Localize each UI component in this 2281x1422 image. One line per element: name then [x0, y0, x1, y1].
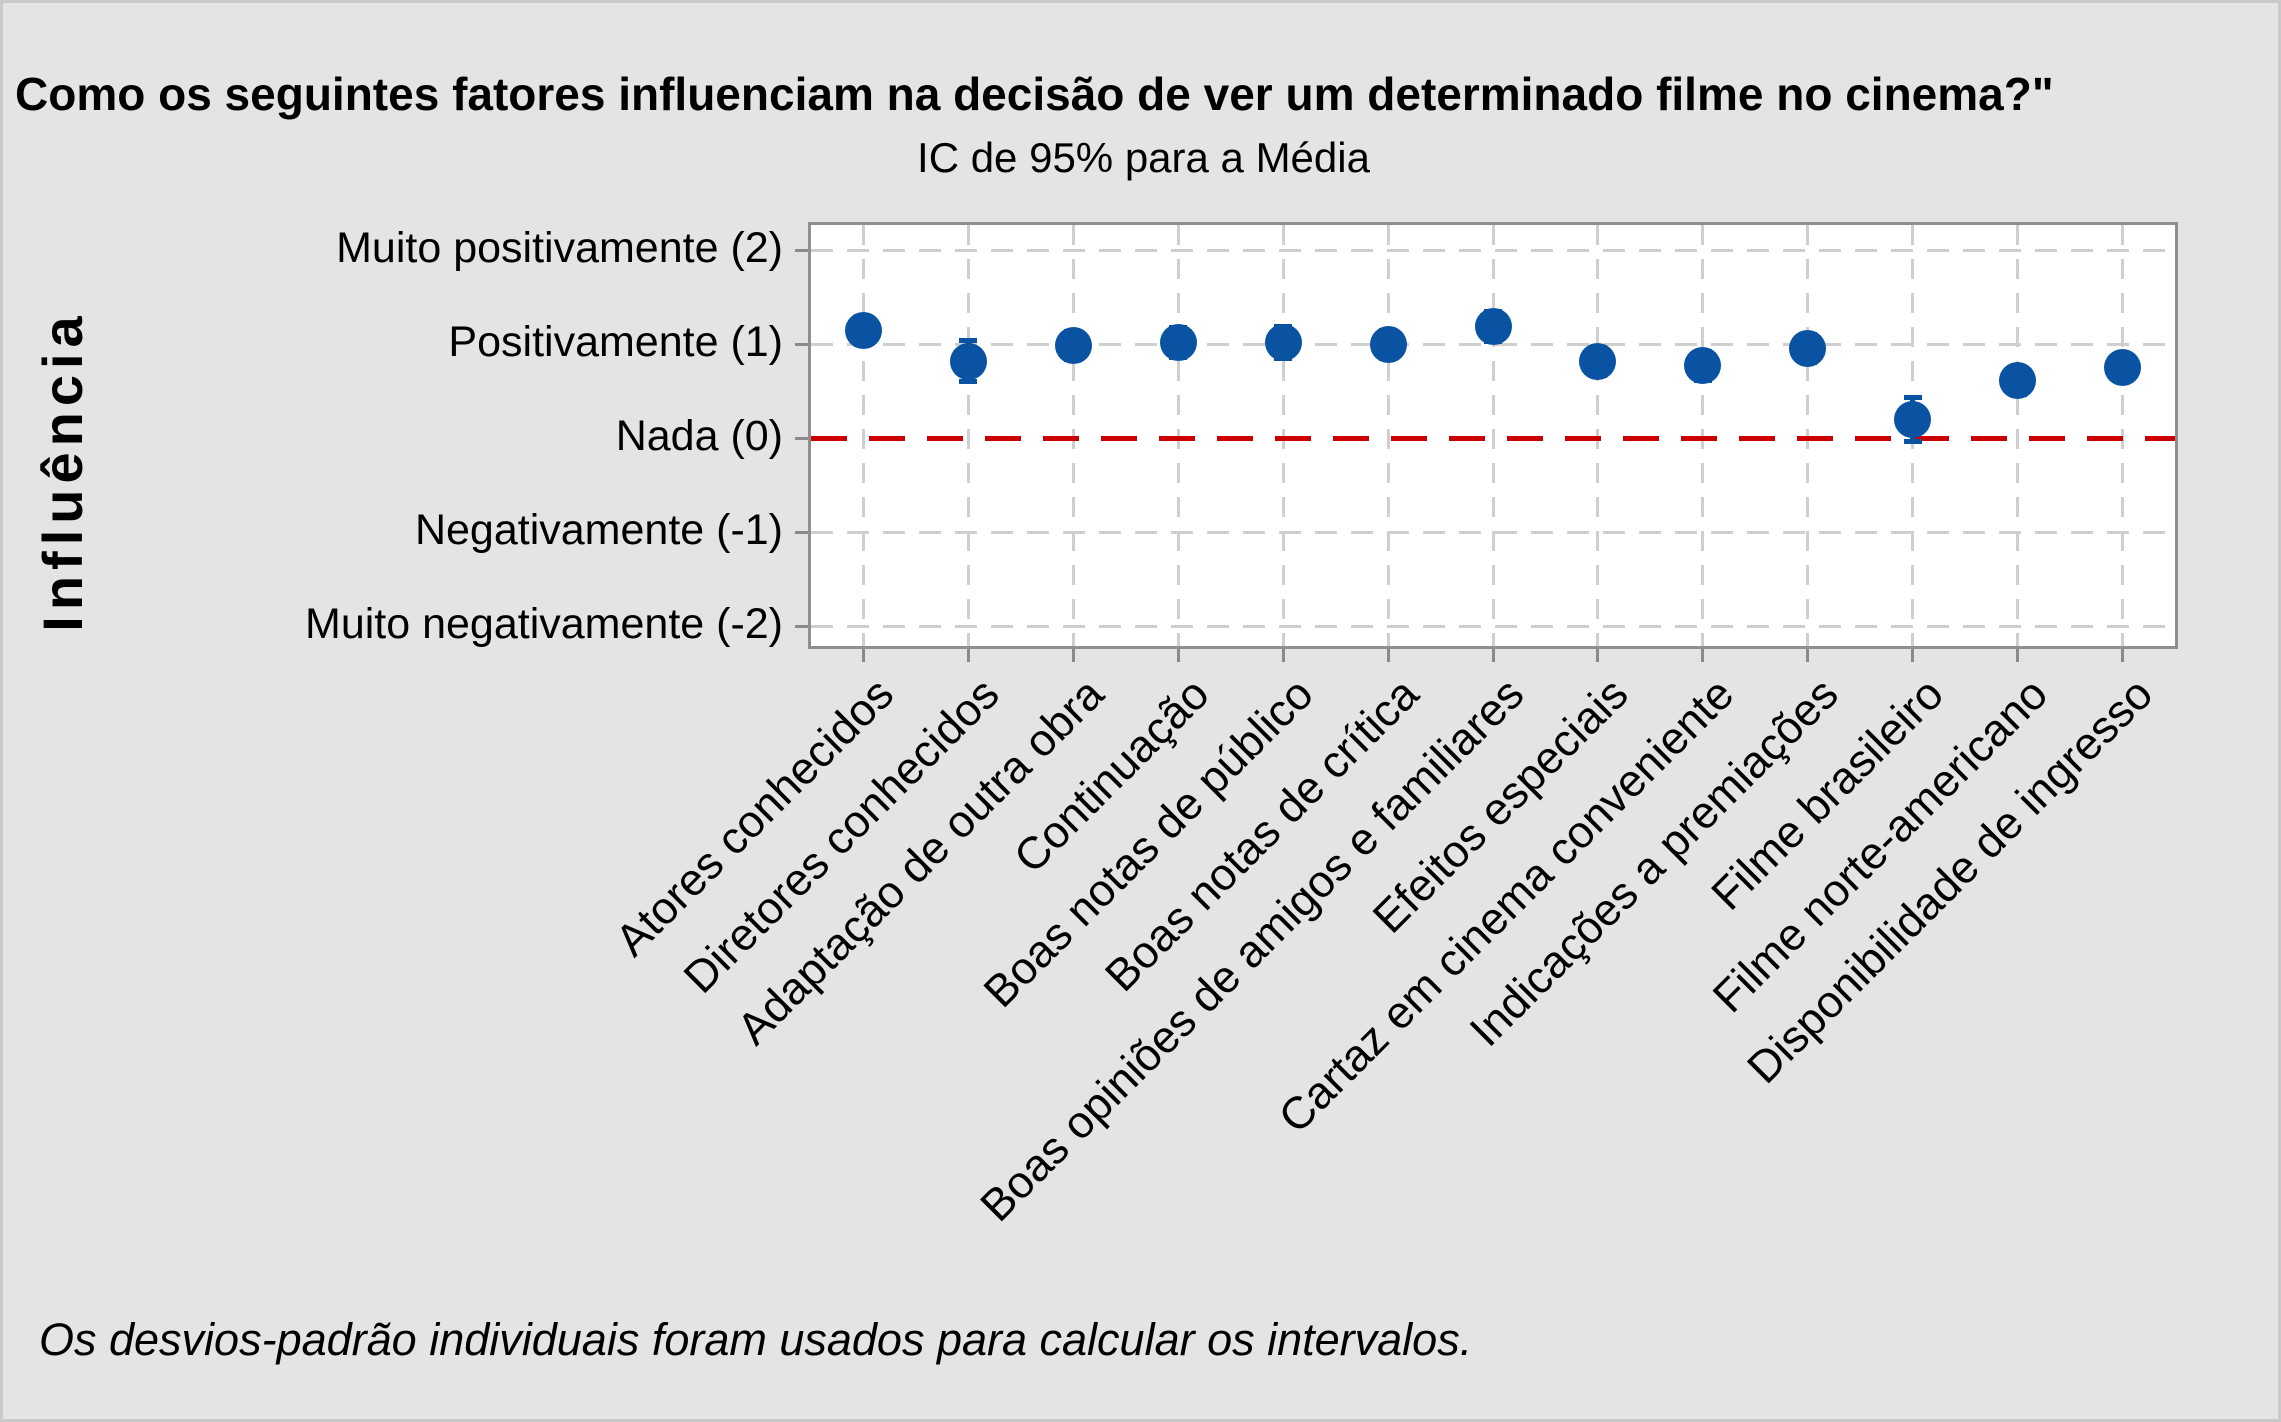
mean-point: [1684, 347, 1722, 385]
mean-point: [2104, 349, 2142, 387]
y-gridline: [811, 248, 2175, 252]
error-bar-cap-bottom: [959, 379, 978, 385]
y-tick-label: Muito positivamente (2): [336, 224, 783, 273]
y-axis-tick: [795, 530, 811, 534]
mean-point: [1054, 326, 1092, 364]
error-bar-cap-top: [959, 338, 978, 344]
x-axis-tick: [861, 646, 865, 662]
x-axis-tick: [2121, 646, 2125, 662]
y-tick-label: Muito negativamente (-2): [305, 600, 783, 649]
x-gridline: [1701, 225, 1705, 646]
x-axis-tick: [1806, 646, 1810, 662]
x-axis-tick: [966, 646, 970, 662]
x-gridline: [1491, 225, 1495, 646]
x-axis-tick: [1386, 646, 1390, 662]
x-axis-tick: [1071, 646, 1075, 662]
x-gridline: [2016, 225, 2020, 646]
mean-point: [1264, 323, 1302, 361]
y-tick-label: Negativamente (-1): [414, 506, 783, 555]
x-axis-tick: [1176, 646, 1180, 662]
y-axis-tick: [795, 248, 811, 252]
x-gridline: [2121, 225, 2125, 646]
x-gridline: [1596, 225, 1600, 646]
mean-point: [1894, 401, 1932, 439]
y-gridline: [811, 530, 2175, 534]
mean-point: [949, 342, 987, 380]
error-bar-cap-bottom: [1903, 438, 1922, 444]
x-gridline: [1386, 225, 1390, 646]
plot-area: [808, 222, 2178, 649]
x-gridline: [1281, 225, 1285, 646]
y-tick-label: Nada (0): [615, 412, 783, 461]
chart-subtitle: IC de 95% para a Média: [917, 134, 1370, 181]
mean-point: [1159, 323, 1197, 361]
chart-footnote: Os desvios-padrão individuais foram usad…: [39, 1314, 1473, 1365]
x-axis-tick: [1701, 646, 1705, 662]
x-gridline: [1806, 225, 1810, 646]
x-axis-tick: [1911, 646, 1915, 662]
y-gridline: [811, 624, 2175, 628]
y-axis-tick: [795, 624, 811, 628]
mean-point: [1474, 307, 1512, 345]
mean-point: [844, 311, 882, 349]
mean-point: [1789, 329, 1827, 367]
y-tick-label: Positivamente (1): [448, 318, 783, 367]
x-gridline: [861, 225, 865, 646]
y-axis-tick: [795, 342, 811, 346]
mean-point: [1369, 325, 1407, 363]
x-axis-tick: [1596, 646, 1600, 662]
x-axis-tick: [1491, 646, 1495, 662]
chart-title: Como os seguintes fatores influenciam na…: [15, 69, 2054, 120]
mean-point: [1579, 342, 1617, 380]
error-bar-cap-top: [1903, 395, 1922, 401]
y-axis-title: Influência: [31, 310, 94, 632]
x-gridline: [1176, 225, 1180, 646]
x-axis-tick: [2016, 646, 2020, 662]
x-axis-tick: [1281, 646, 1285, 662]
x-gridline: [966, 225, 970, 646]
x-gridline: [1071, 225, 1075, 646]
reference-line-zero: [811, 435, 2175, 441]
mean-point: [1999, 362, 2037, 400]
y-axis-tick: [795, 436, 811, 440]
